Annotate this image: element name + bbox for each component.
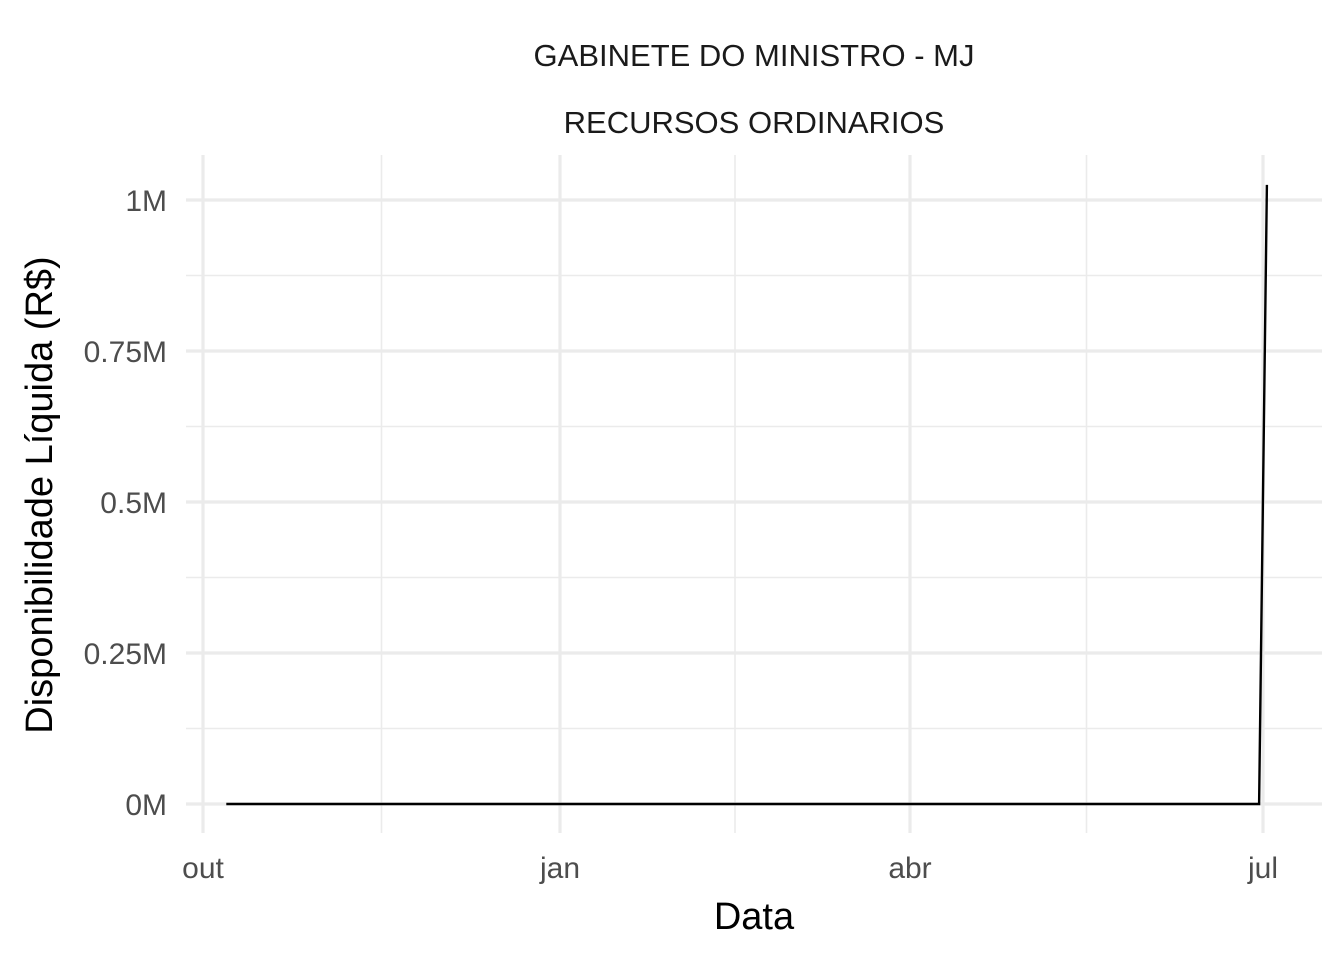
y-axis-title: Disponibilidade Líquida (R$) <box>19 256 61 733</box>
y-tick-label: 0.75M <box>84 336 167 369</box>
y-tick-label: 1M <box>125 185 167 218</box>
x-axis-title: Data <box>714 896 795 938</box>
y-tick-label: 0M <box>125 789 167 822</box>
y-tick-labels: 0M 0.25M 0.5M 0.75M 1M <box>84 185 167 822</box>
x-tick-labels: out jan abr jul <box>182 852 1278 885</box>
chart-title: GABINETE DO MINISTRO - MJ <box>534 38 975 73</box>
x-tick-label: out <box>182 852 224 885</box>
x-tick-label: abr <box>888 852 931 885</box>
x-tick-label: jan <box>539 852 580 885</box>
x-tick-label: jul <box>1247 852 1278 885</box>
grid <box>186 155 1322 833</box>
y-tick-label: 0.5M <box>100 487 167 520</box>
y-tick-label: 0.25M <box>84 638 167 671</box>
series-line <box>226 184 1269 806</box>
chart-subtitle: RECURSOS ORDINARIOS <box>564 105 945 140</box>
series <box>226 184 1269 806</box>
